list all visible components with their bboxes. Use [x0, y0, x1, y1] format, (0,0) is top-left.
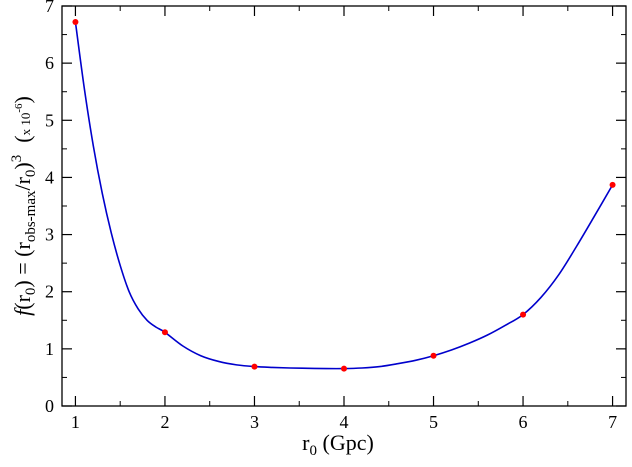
y-tick-label: 2	[45, 282, 54, 302]
y-axis-label: f(r0) = (robs-max/r0)3(x 10-6)	[9, 96, 39, 316]
series-layer	[72, 19, 616, 372]
y-tick-label: 3	[45, 225, 54, 245]
plot-frame	[61, 5, 627, 407]
y-axis-ticks: 0 1 2 3 4 5 6 7	[45, 0, 626, 416]
x-tick-label: 5	[429, 412, 438, 432]
x-axis-label-subscript: 0	[310, 443, 318, 459]
data-point	[161, 329, 168, 336]
x-tick-label: 2	[160, 412, 169, 432]
data-point	[430, 352, 437, 359]
y-tick-label: 0	[45, 396, 54, 416]
y-tick-label: 4	[45, 167, 54, 187]
x-tick-label: 6	[519, 412, 528, 432]
data-point	[72, 19, 79, 25]
series-line	[74, 21, 614, 370]
y-tick-label: 1	[45, 339, 54, 359]
x-tick-label: 1	[71, 412, 80, 432]
data-point	[251, 363, 258, 370]
y-tick-label: 6	[45, 53, 54, 73]
data-point	[609, 181, 616, 188]
x-axis-label: r0 (Gpc)	[302, 430, 374, 459]
x-tick-label: 7	[608, 412, 617, 432]
y-tick-label: 7	[45, 0, 54, 16]
data-point	[520, 311, 527, 318]
x-tick-label: 3	[250, 412, 259, 432]
y-tick-label: 5	[45, 110, 54, 130]
data-point	[341, 365, 347, 372]
x-axis-ticks: 1 2 3 4 5 6 7	[71, 6, 617, 432]
x-tick-label: 4	[340, 412, 349, 432]
